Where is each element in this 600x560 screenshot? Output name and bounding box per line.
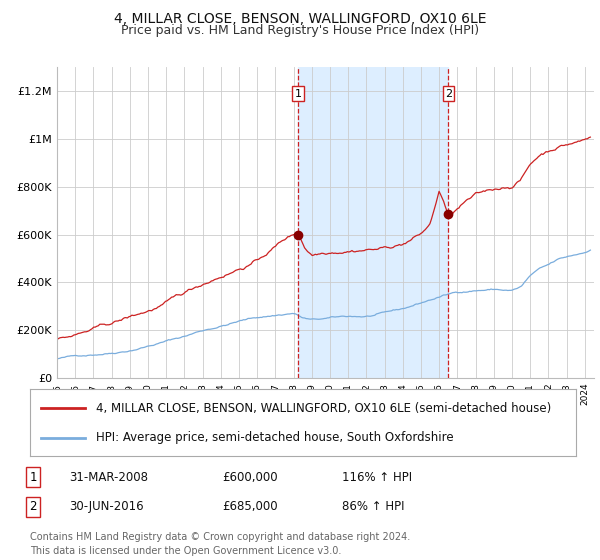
Text: 30-JUN-2016: 30-JUN-2016 xyxy=(69,500,143,514)
Text: 4, MILLAR CLOSE, BENSON, WALLINGFORD, OX10 6LE (semi-detached house): 4, MILLAR CLOSE, BENSON, WALLINGFORD, OX… xyxy=(95,402,551,414)
Text: 31-MAR-2008: 31-MAR-2008 xyxy=(69,470,148,484)
Text: £600,000: £600,000 xyxy=(222,470,278,484)
Text: Contains HM Land Registry data © Crown copyright and database right 2024.
This d: Contains HM Land Registry data © Crown c… xyxy=(30,533,410,556)
Text: 2: 2 xyxy=(29,500,37,514)
Text: HPI: Average price, semi-detached house, South Oxfordshire: HPI: Average price, semi-detached house,… xyxy=(95,431,453,444)
Text: 2: 2 xyxy=(445,88,452,99)
Text: 1: 1 xyxy=(295,88,302,99)
Text: 116% ↑ HPI: 116% ↑ HPI xyxy=(342,470,412,484)
Text: 1: 1 xyxy=(29,470,37,484)
Text: £685,000: £685,000 xyxy=(222,500,278,514)
Text: 86% ↑ HPI: 86% ↑ HPI xyxy=(342,500,404,514)
Text: 4, MILLAR CLOSE, BENSON, WALLINGFORD, OX10 6LE: 4, MILLAR CLOSE, BENSON, WALLINGFORD, OX… xyxy=(114,12,486,26)
Text: Price paid vs. HM Land Registry's House Price Index (HPI): Price paid vs. HM Land Registry's House … xyxy=(121,24,479,36)
Bar xyxy=(298,67,448,378)
